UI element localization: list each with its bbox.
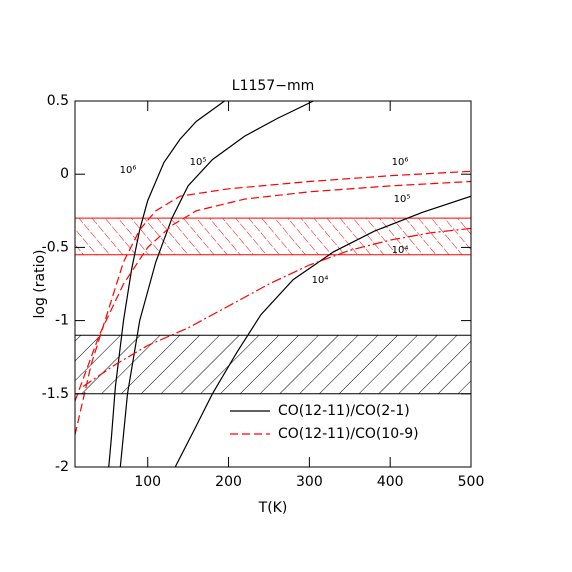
- bands: [75, 217, 471, 395]
- curve: [174, 195, 471, 467]
- y-tick-label: 0.5: [47, 93, 69, 109]
- plot-frame: [74, 100, 472, 468]
- chart-title: L1157−mm: [232, 78, 314, 94]
- legend-label: CO(12-11)/CO(2-1): [278, 403, 410, 419]
- curve: [75, 180, 471, 402]
- legend-label: CO(12-11)/CO(10-9): [278, 426, 419, 442]
- x-tick-label: 300: [296, 474, 323, 490]
- curve: [119, 101, 314, 467]
- x-tick-label: 500: [458, 474, 485, 490]
- x-tick-label: 200: [215, 474, 242, 490]
- curve-label: 10⁵: [190, 157, 207, 168]
- hatched-band: [75, 335, 471, 394]
- y-tick-label: -1: [55, 313, 69, 329]
- curve: [75, 170, 471, 435]
- curve: [108, 101, 225, 467]
- axes: 100 200 300 400 500 -2 -1.5 -1 -0.5 0 0.5: [42, 93, 485, 490]
- y-tick-label: -0.5: [42, 239, 69, 255]
- x-tick-label: 400: [377, 474, 404, 490]
- curve-label: 10⁶: [392, 157, 409, 168]
- y-tick-label: -1.5: [42, 386, 69, 402]
- curve-label: 10⁵: [394, 194, 411, 205]
- curve: [82, 227, 471, 387]
- curves: [75, 101, 471, 467]
- x-axis-label: T(K): [258, 500, 288, 516]
- curve-label: 10⁶: [120, 165, 137, 176]
- y-tick-label: 0: [60, 166, 69, 182]
- x-tick-label: 100: [134, 474, 161, 490]
- curve-label: 10⁴: [392, 245, 409, 256]
- y-tick-label: -2: [55, 459, 69, 475]
- curve-label: 10⁴: [312, 275, 329, 286]
- y-axis-label: log (ratio): [32, 250, 48, 319]
